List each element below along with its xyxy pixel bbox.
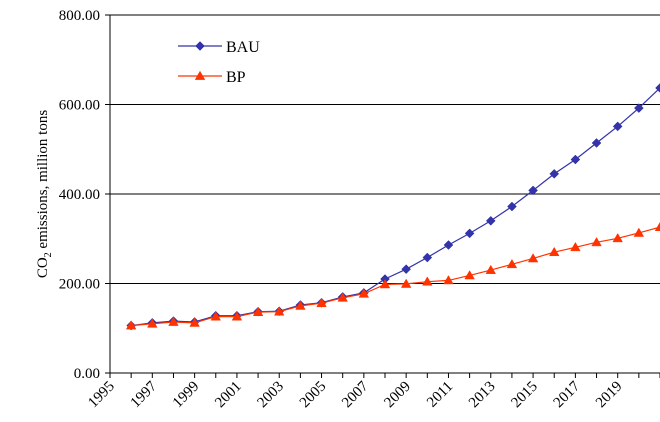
data-point-bp [231, 311, 243, 321]
legend-marker [194, 70, 206, 80]
gridlines [110, 14, 660, 284]
data-point-bp [147, 318, 158, 328]
data-point-bau [570, 154, 581, 165]
data-point-bp [422, 276, 433, 286]
x-tick-label: 2015 [508, 379, 541, 412]
x-tick-label: 2009 [381, 379, 414, 412]
y-tick-label: 400.00 [59, 187, 100, 203]
x-tick-label: 1995 [85, 379, 118, 412]
axes: 0.00 200.00 400.00 600.00 800.00 1995 1997 1999… [59, 8, 660, 411]
data-point-bp [316, 297, 327, 308]
data-point-bau [591, 138, 602, 148]
y-tick-label: 0.00 [74, 366, 100, 382]
x-tick-label: 2001 [212, 379, 245, 412]
data-point-bp [295, 300, 306, 310]
data-point-bp [337, 292, 348, 302]
series-bau [126, 83, 660, 331]
legend-marker [195, 41, 205, 51]
data-point-bp [443, 275, 454, 285]
data-point-bp [485, 264, 497, 274]
data-point-bau [612, 121, 623, 132]
data-point-bp [379, 279, 391, 289]
data-point-bp [506, 258, 518, 269]
data-point-bp [168, 316, 179, 326]
series-bp [125, 221, 660, 330]
data-point-bp [591, 237, 602, 247]
x-tick-label: 1999 [170, 379, 203, 412]
y-tick-label: 600.00 [59, 98, 100, 114]
y-tick-label: 200.00 [59, 277, 100, 293]
series-group [125, 83, 660, 331]
y-axis-label: CO2 emissions, million tons [35, 110, 54, 279]
data-point-bp [548, 246, 560, 257]
data-point-bau [507, 201, 517, 212]
legend-label: BP [226, 69, 246, 86]
data-point-bp [252, 306, 264, 316]
data-point-bau [401, 264, 412, 275]
data-point-bau [528, 185, 538, 196]
data-point-bau [655, 83, 660, 93]
data-point-bau [633, 103, 644, 113]
data-point-bau [443, 240, 454, 250]
data-point-bp [210, 311, 222, 321]
data-point-bp [633, 227, 645, 237]
data-point-bau [485, 215, 496, 226]
legend: BAU BP [178, 39, 260, 86]
x-tick-label: 2019 [593, 379, 626, 412]
data-point-bp [189, 317, 200, 327]
x-tick-label: 2003 [255, 379, 288, 412]
legend-item-bp: BP [178, 69, 246, 86]
legend-label: BAU [226, 39, 260, 56]
data-point-bp [400, 278, 412, 288]
x-tick-label: 1997 [128, 378, 161, 411]
data-point-bp [358, 288, 370, 298]
data-point-bp [125, 320, 137, 330]
series-line-bau [131, 87, 660, 327]
data-point-bau [422, 252, 433, 263]
data-point-bp [464, 270, 475, 280]
x-tick-label: 2011 [424, 379, 456, 411]
legend-item-bau: BAU [178, 39, 260, 56]
data-point-bp [273, 306, 285, 316]
data-point-bau [464, 228, 475, 239]
x-tick-label: 2017 [551, 378, 584, 411]
x-tick-label: 2013 [466, 379, 499, 412]
data-point-bp [654, 221, 660, 231]
x-tick-label: 2007 [339, 378, 372, 411]
data-point-bp [570, 241, 581, 252]
data-point-bp [527, 253, 539, 263]
data-point-bp [612, 232, 623, 243]
data-point-bau [549, 169, 560, 179]
y-tick-label: 800.00 [59, 8, 100, 24]
series-line-bp [131, 226, 660, 327]
x-tick-label: 2005 [297, 379, 330, 412]
